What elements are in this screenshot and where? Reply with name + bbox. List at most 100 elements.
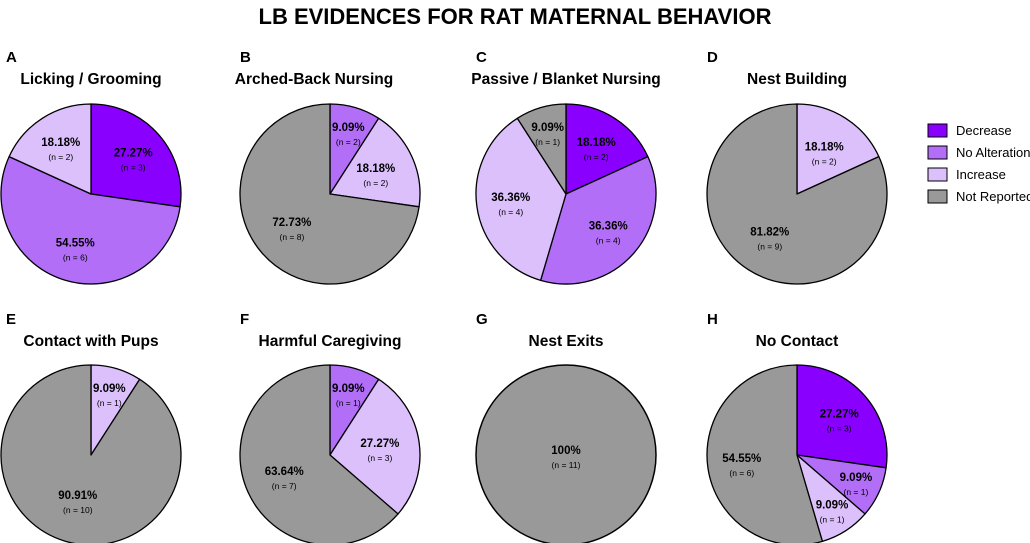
panel-letter-e: E [6, 311, 16, 328]
figure-title: LB EVIDENCES FOR RAT MATERNAL BEHAVIOR [259, 4, 772, 29]
panel-letter-h: H [707, 311, 718, 328]
percent-label: 9.09% [93, 383, 126, 395]
pie-panel-e: E Contact with Pups 9.09% (n = 1) 90.91% (n =… [0, 311, 182, 543]
count-label: (n = 2) [812, 157, 837, 167]
count-label: (n = 1) [820, 515, 845, 525]
panel-letter-a: A [6, 49, 17, 66]
legend-swatch [927, 189, 948, 204]
count-label: (n = 7) [272, 481, 297, 491]
percent-label: 72.73% [272, 217, 311, 229]
percent-label: 27.27% [360, 438, 399, 450]
legend-swatch [927, 145, 948, 160]
percent-label: 18.18% [577, 137, 616, 149]
slice-a-decrease [90, 103, 182, 208]
slice-c-no-alteration [539, 155, 657, 285]
slice-c-increase [475, 117, 567, 281]
panel-title-c: Passive / Blanket Nursing [471, 71, 661, 88]
slice-a-no-alteration [0, 155, 181, 285]
legend-item-no-alteration: No Alteration [927, 145, 1030, 160]
count-label: (n = 6) [63, 253, 88, 263]
slice-e-not-reported [0, 364, 182, 543]
percent-label: 90.91% [58, 490, 97, 502]
panel-letter-g: G [476, 311, 488, 328]
slice-f-increase [329, 378, 421, 515]
panel-letter-b: B [240, 49, 251, 66]
percent-label: 63.64% [265, 466, 304, 478]
legend-label: No Alteration [956, 145, 1030, 160]
count-label: (n = 1) [336, 398, 361, 408]
panel-title-h: No Contact [756, 333, 839, 350]
count-label: (n = 2) [584, 152, 609, 162]
panel-title-a: Licking / Grooming [20, 71, 161, 88]
slice-c-not-reported [516, 103, 567, 195]
count-label: (n = 1) [535, 137, 560, 147]
percent-label: 54.55% [56, 238, 95, 250]
panel-title-e: Contact with Pups [23, 333, 158, 350]
legend-item-increase: Increase [927, 167, 1006, 182]
percent-label: 18.18% [805, 142, 844, 154]
count-label: (n = 1) [97, 398, 122, 408]
legend-label: Increase [956, 167, 1006, 182]
count-label: (n = 2) [336, 137, 361, 147]
percent-label: 9.09% [332, 383, 365, 395]
legend: Decrease No Alteration Increase Not Reporte… [927, 123, 1030, 204]
slice-b-increase [329, 117, 421, 208]
panel-title-g: Nest Exits [529, 333, 604, 350]
percent-label: 36.36% [589, 221, 628, 233]
percent-label: 9.09% [332, 122, 365, 134]
slice-g-not-reported [475, 364, 657, 543]
count-label: (n = 1) [843, 487, 868, 497]
percent-label: 18.18% [356, 163, 395, 175]
legend-item-not-reported: Not Reported [927, 189, 1030, 204]
slice-d-not-reported [706, 103, 888, 285]
count-label: (n = 2) [48, 152, 73, 162]
count-label: (n = 3) [367, 453, 392, 463]
percent-label: 81.82% [750, 226, 789, 238]
slice-h-decrease [796, 364, 888, 469]
percent-label: 9.09% [816, 500, 849, 512]
legend-item-decrease: Decrease [927, 123, 1012, 138]
count-label: (n = 3) [121, 163, 146, 173]
panel-title-f: Harmful Caregiving [259, 333, 402, 350]
slice-c-decrease [565, 103, 649, 195]
legend-label: Decrease [956, 123, 1012, 138]
count-label: (n = 10) [63, 505, 93, 515]
panel-title-b: Arched-Back Nursing [235, 71, 393, 88]
percent-label: 36.36% [491, 192, 530, 204]
pie-panel-c: C Passive / Blanket Nursing 18.18% (n = 2) 3… [471, 49, 661, 285]
slice-a-increase [8, 103, 92, 195]
percent-label: 9.09% [531, 122, 564, 134]
pie-panel-f: F Harmful Caregiving 9.09% (n = 1) 27.27% (n … [239, 311, 421, 543]
panel-letter-c: C [476, 49, 487, 66]
count-label: (n = 11) [552, 460, 581, 470]
percent-label: 27.27% [114, 148, 153, 160]
panel-letter-f: F [240, 311, 249, 328]
pie-panel-b: B Arched-Back Nursing 9.09% (n = 2) 18.18% (n… [235, 49, 421, 285]
count-label: (n = 3) [827, 424, 852, 434]
legend-label: Not Reported [956, 189, 1030, 204]
slice-b-not-reported [239, 103, 420, 285]
slice-f-not-reported [239, 364, 399, 543]
percent-label: 18.18% [41, 137, 80, 149]
count-label: (n = 9) [757, 241, 782, 251]
slice-d-increase [796, 103, 880, 195]
panel-title-d: Nest Building [747, 71, 847, 88]
count-label: (n = 8) [279, 232, 304, 242]
count-label: (n = 4) [498, 207, 523, 217]
count-label: (n = 4) [596, 236, 621, 246]
slice-h-not-reported [706, 364, 824, 543]
percent-label: 100% [551, 445, 580, 457]
percent-label: 27.27% [820, 409, 859, 421]
legend-swatch [927, 123, 948, 138]
percent-label: 9.09% [840, 472, 873, 484]
count-label: (n = 2) [363, 178, 388, 188]
panel-letter-d: D [707, 49, 718, 66]
count-label: (n = 6) [729, 468, 754, 478]
legend-swatch [927, 167, 948, 182]
percent-label: 54.55% [722, 453, 761, 465]
pie-panel-g: G Nest Exits 100% (n = 11) [475, 311, 657, 543]
pie-panel-h: H No Contact 27.27% (n = 3) 9.09% (n = 1) 9.09… [706, 311, 888, 543]
